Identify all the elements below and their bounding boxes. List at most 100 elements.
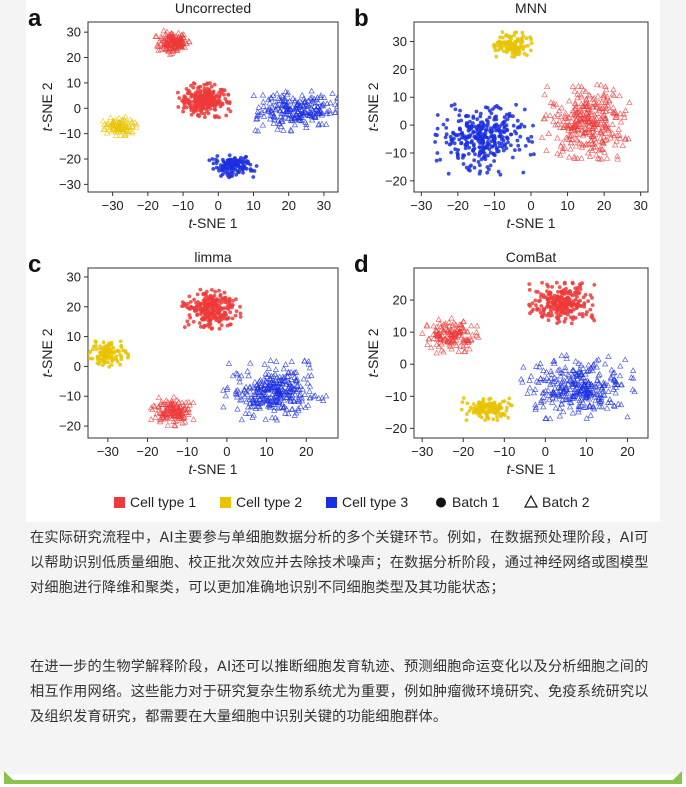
- point-batch2: [220, 403, 227, 410]
- point-batch2: [262, 415, 269, 422]
- point-batch1: [477, 153, 481, 158]
- point-batch1: [199, 305, 203, 310]
- point-batch1: [184, 105, 189, 110]
- point-batch2: [322, 392, 330, 399]
- point-batch1: [237, 170, 242, 174]
- legend-label: Cell type 3: [342, 494, 408, 510]
- point-batch1: [533, 298, 538, 303]
- point-batch1: [201, 105, 206, 109]
- point-batch2: [164, 405, 171, 411]
- point-batch1: [126, 354, 131, 359]
- point-batch1: [590, 303, 595, 307]
- point-batch2: [282, 388, 290, 395]
- point-batch2: [555, 389, 562, 395]
- point-batch2: [551, 378, 558, 384]
- point-batch1: [90, 347, 95, 352]
- point-batch1: [497, 140, 501, 145]
- point-batch2: [285, 391, 292, 398]
- point-batch2: [101, 125, 108, 132]
- point-batch2: [167, 50, 174, 57]
- x-tick-label: 10: [560, 198, 574, 213]
- point-batch1: [471, 121, 475, 125]
- point-batch2: [295, 114, 302, 121]
- point-batch1: [477, 123, 482, 128]
- point-batch2: [555, 383, 562, 390]
- x-tick-label: −10: [493, 444, 515, 459]
- point-batch1: [230, 170, 235, 175]
- point-batch1: [592, 283, 597, 287]
- point-batch1: [510, 41, 514, 46]
- point-batch1: [118, 362, 122, 367]
- point-batch2: [260, 112, 268, 119]
- point-batch1: [525, 53, 529, 58]
- point-batch2: [593, 377, 601, 384]
- point-batch2: [310, 392, 318, 399]
- point-batch2: [574, 90, 581, 97]
- point-batch2: [565, 372, 573, 379]
- point-batch2: [550, 99, 557, 106]
- point-batch1: [577, 312, 582, 317]
- point-batch1: [565, 296, 569, 301]
- point-batch1: [195, 89, 200, 94]
- point-batch1: [540, 280, 544, 285]
- point-batch1: [479, 127, 484, 131]
- point-batch2: [586, 92, 594, 99]
- point-batch1: [463, 146, 468, 151]
- point-batch2: [297, 403, 304, 410]
- y-tick-label: −10: [385, 389, 407, 404]
- point-batch1: [488, 396, 493, 401]
- point-batch1: [573, 316, 578, 320]
- point-batch2: [278, 115, 286, 122]
- point-batch1: [92, 344, 96, 349]
- point-batch2: [614, 152, 621, 159]
- point-batch1: [435, 113, 440, 117]
- point-batch2: [546, 112, 554, 118]
- point-batch1: [527, 302, 531, 307]
- point-batch1: [495, 418, 500, 422]
- tsne-figure-svg: a Uncorrected−30 −20 −10 0 10 20 30−30−20−10010…: [28, 0, 649, 510]
- point-batch2: [155, 394, 163, 401]
- point-batch1: [467, 165, 472, 169]
- point-batch1: [523, 144, 528, 148]
- point-batch1: [100, 363, 105, 367]
- point-batch1: [487, 167, 491, 172]
- point-batch2: [175, 33, 182, 40]
- x-axis-label: t-SNE 1: [188, 215, 237, 231]
- point-batch1: [193, 94, 198, 99]
- point-batch2: [110, 119, 117, 125]
- y-tick-label: 0: [400, 357, 407, 372]
- y-tick-label: −30: [59, 177, 81, 192]
- x-tick-label: 0: [215, 198, 222, 213]
- point-batch2: [448, 345, 455, 352]
- point-batch1: [453, 107, 458, 112]
- point-batch2: [604, 381, 612, 388]
- point-batch1: [227, 100, 232, 104]
- point-batch2: [269, 109, 277, 116]
- point-batch1: [485, 124, 489, 129]
- point-batch1: [580, 314, 585, 319]
- point-batch2: [598, 105, 605, 112]
- point-batch1: [461, 162, 466, 166]
- point-batch2: [602, 130, 609, 136]
- point-batch1: [95, 357, 100, 362]
- point-batch2: [543, 147, 550, 154]
- point-batch1: [228, 109, 233, 114]
- point-batch2: [158, 398, 165, 405]
- point-batch1: [230, 316, 235, 321]
- point-batch1: [217, 326, 222, 331]
- point-batch1: [510, 403, 514, 408]
- legend-swatch: [114, 497, 125, 508]
- point-batch1: [193, 108, 198, 112]
- point-batch1: [186, 322, 191, 327]
- point-batch2: [465, 337, 473, 344]
- point-batch2: [585, 149, 592, 156]
- point-batch1: [101, 340, 106, 345]
- point-batch1: [232, 168, 237, 172]
- point-batch2: [532, 386, 539, 392]
- point-batch1: [473, 152, 477, 157]
- point-batch2: [545, 387, 552, 393]
- point-batch1: [550, 313, 554, 318]
- point-batch1: [542, 307, 547, 312]
- x-tick-label: 0: [223, 444, 230, 459]
- point-batch2: [238, 416, 245, 423]
